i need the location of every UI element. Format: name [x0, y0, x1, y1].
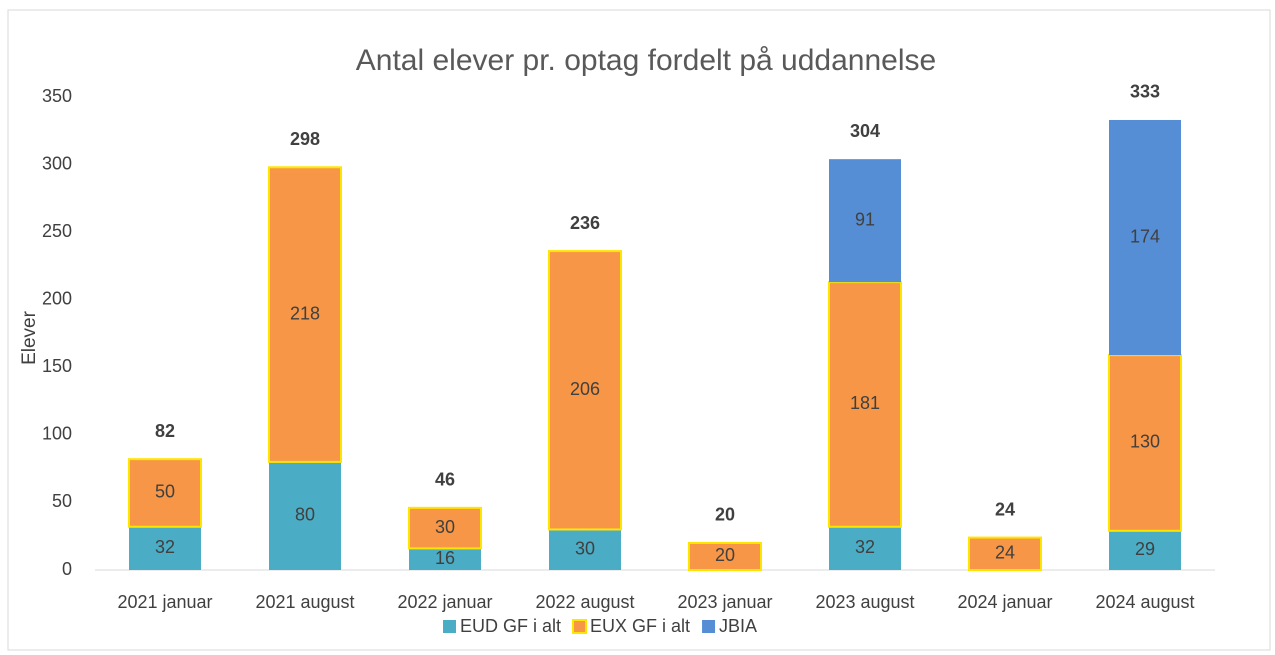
bar-segment	[128, 458, 202, 528]
total-label: 304	[850, 121, 880, 141]
data-label: 16	[435, 548, 455, 568]
bar-segment	[129, 526, 201, 570]
chart-title: Antal elever pr. optag fordelt på uddann…	[356, 44, 936, 77]
bar-segment	[1109, 119, 1181, 356]
y-tick-label: 50	[52, 491, 72, 511]
data-label: 29	[1135, 539, 1155, 559]
y-tick-label: 300	[42, 153, 72, 173]
total-label: 20	[715, 505, 735, 525]
y-tick-label: 100	[42, 424, 72, 444]
data-label: 32	[155, 537, 175, 557]
data-label: 91	[855, 209, 875, 229]
bar-segment	[409, 548, 481, 570]
x-tick-label: 2022 januar	[397, 592, 492, 612]
bar-segment	[829, 526, 901, 570]
x-tick-label: 2024 januar	[957, 592, 1052, 612]
x-tick-label: 2022 august	[535, 592, 634, 612]
y-axis-label: Elever	[19, 310, 40, 365]
legend-label: EUD GF i alt	[460, 616, 561, 636]
data-label: 218	[290, 303, 320, 323]
x-tick-label: 2023 januar	[677, 592, 772, 612]
legend-swatch	[572, 619, 588, 634]
data-label: 20	[715, 545, 735, 565]
bar-segment	[548, 250, 622, 531]
data-label: 181	[850, 393, 880, 413]
data-label: 30	[435, 517, 455, 537]
legend-label: JBIA	[719, 616, 757, 636]
bar-segment	[269, 461, 341, 570]
y-tick-label: 200	[42, 288, 72, 308]
total-label: 236	[570, 213, 600, 233]
bar-segment	[828, 281, 902, 528]
data-label: 130	[1130, 432, 1160, 452]
y-tick-label: 250	[42, 221, 72, 241]
bar-segment	[829, 159, 901, 283]
x-tick-label: 2021 januar	[117, 592, 212, 612]
total-label: 82	[155, 421, 175, 441]
chart-frame	[7, 9, 1271, 651]
y-tick-label: 350	[42, 86, 72, 106]
total-label: 298	[290, 129, 320, 149]
bar-segment	[688, 541, 762, 572]
data-label: 24	[995, 543, 1015, 563]
total-label: 46	[435, 470, 455, 490]
bar-segment	[408, 506, 482, 550]
bar-segment	[1109, 530, 1181, 570]
x-tick-label: 2023 august	[815, 592, 914, 612]
data-label: 50	[155, 482, 175, 502]
x-tick-label: 2021 august	[255, 592, 354, 612]
data-label: 206	[570, 379, 600, 399]
y-tick-label: 150	[42, 356, 72, 376]
data-label: 80	[295, 505, 315, 525]
data-label: 30	[575, 538, 595, 558]
legend-swatch	[702, 620, 716, 633]
total-label: 333	[1130, 82, 1160, 102]
data-label: 32	[855, 537, 875, 557]
legend-label: EUX GF i alt	[590, 616, 690, 636]
total-label: 24	[995, 499, 1015, 519]
x-tick-label: 2024 august	[1095, 592, 1194, 612]
legend-swatch	[443, 620, 456, 633]
y-tick-label: 0	[62, 559, 72, 579]
bar-segment	[968, 536, 1042, 572]
bar-segment	[268, 166, 342, 463]
data-label: 174	[1130, 226, 1160, 246]
bar-segment	[549, 529, 621, 570]
